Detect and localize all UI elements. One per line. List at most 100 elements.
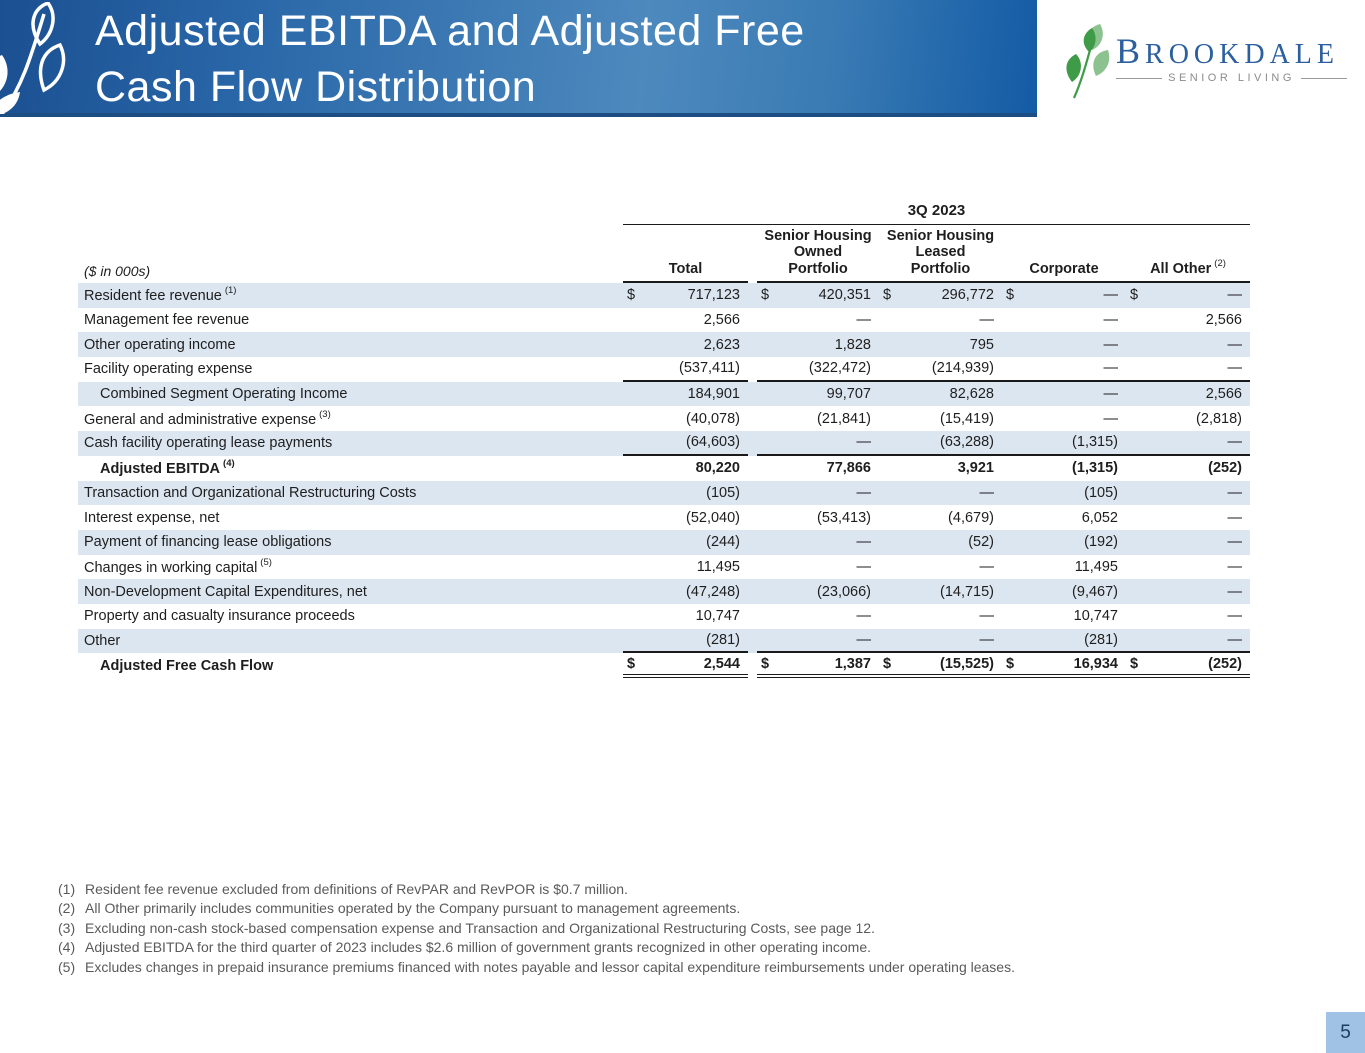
value-cell: (105) (623, 481, 748, 506)
table-row: Resident fee revenue (1) $717,123 $420,351 $… (78, 283, 1250, 308)
currency-symbol: $ (1006, 655, 1015, 672)
cell-value: 717,123 (687, 287, 740, 304)
cell-value: 795 (969, 336, 994, 353)
column-header-owned-portfolio: Senior Housing Owned Portfolio (757, 225, 879, 283)
cell-value: 80,220 (695, 460, 740, 477)
row-label: Non-Development Capital Expenditures, ne… (78, 584, 623, 600)
cell-value: (105) (706, 484, 740, 501)
value-cell: 77,866 (757, 456, 879, 481)
cell-value: 16,934 (1073, 655, 1118, 672)
value-cell: (537,411) (623, 357, 748, 382)
value-cell: (1,315) (1002, 431, 1126, 456)
value-cell: (15,419) (879, 406, 1002, 431)
footnote: (4) Adjusted EBITDA for the third quarte… (58, 938, 1218, 957)
cell-value: (64,603) (685, 434, 740, 451)
currency-symbol: $ (1130, 287, 1139, 304)
column-gap (748, 357, 757, 382)
value-cell: — (757, 530, 879, 555)
page-title-line2: Cash Flow Distribution (95, 63, 537, 111)
cell-value: (192) (1084, 534, 1118, 551)
cell-value: (40,078) (685, 410, 740, 427)
value-cell: $2,544 (623, 653, 748, 678)
value-cell: (9,467) (1002, 579, 1126, 604)
cell-value: 2,566 (1205, 386, 1242, 403)
cell-value: (52) (968, 534, 994, 551)
cell-value: (63,288) (939, 434, 994, 451)
column-gap (748, 505, 757, 530)
value-cell: $ — (1126, 283, 1250, 308)
row-label-text: Interest expense, net (84, 509, 220, 526)
value-cell: (252) (1126, 456, 1250, 481)
cell-value: 99,707 (826, 386, 871, 403)
value-cell: 10,747 (623, 604, 748, 629)
value-cell: (14,715) (879, 579, 1002, 604)
cell-value: 82,628 (949, 386, 994, 403)
cell-value: (14,715) (939, 583, 994, 600)
table-row: Transaction and Organizational Restructu… (78, 480, 1250, 506)
currency-symbol: $ (1006, 287, 1015, 304)
cell-value: — (1227, 534, 1243, 551)
footnote-text: Resident fee revenue excluded from defin… (85, 881, 628, 897)
row-label-text: Other (84, 632, 121, 649)
value-cell: 80,220 (623, 456, 748, 481)
cell-value: (537,411) (679, 360, 740, 377)
cell-value: — (1103, 410, 1119, 427)
cell-value: — (1103, 287, 1119, 304)
value-cell: — (1126, 604, 1250, 629)
cell-value: — (1227, 509, 1243, 526)
row-label: Adjusted Free Cash Flow (78, 658, 623, 674)
leaf-watermark-icon (0, 2, 66, 114)
footnote-text: Excludes changes in prepaid insurance pr… (85, 958, 1015, 975)
cell-value: 2,566 (703, 312, 740, 329)
value-cell: 1,828 (757, 332, 879, 357)
table-row: Facility operating expense (537,411) (322,… (78, 357, 1250, 382)
value-cell: — (1002, 406, 1126, 431)
value-cell: 99,707 (757, 382, 879, 407)
footnote-number: (1) (58, 881, 76, 897)
currency-symbol: $ (761, 655, 770, 672)
value-cell: — (1002, 382, 1126, 407)
row-label: Interest expense, net (78, 510, 623, 526)
value-cell: (53,413) (757, 505, 879, 530)
column-gap (748, 579, 757, 604)
cell-value: 10,747 (1073, 608, 1118, 625)
cell-value: — (856, 608, 872, 625)
footnote: (3) Excluding non-cash stock-based compe… (58, 919, 1218, 938)
table-row: General and administrative expense (3) (40… (78, 406, 1250, 431)
currency-symbol: $ (883, 655, 892, 672)
column-gap (748, 225, 757, 283)
value-cell: $ (252) (1126, 653, 1250, 678)
column-header-leased-portfolio: Senior Housing Leased Portfolio (879, 225, 1002, 283)
financial-table: 3Q 2023 ($ in 000s) Total Senior Housing… (78, 202, 1250, 678)
page-title: Adjusted EBITDA and Adjusted Free Cash F… (95, 3, 805, 115)
currency-symbol: $ (1130, 655, 1139, 672)
footnote-number: (3) (58, 919, 76, 936)
currency-symbol: $ (627, 655, 636, 672)
value-cell: — (757, 431, 879, 456)
value-cell: — (1126, 481, 1250, 506)
value-cell: (40,078) (623, 406, 748, 431)
value-cell: — (1002, 308, 1126, 333)
column-header-all-other: All Other (2) (1126, 225, 1250, 283)
cell-value: (21,841) (816, 410, 871, 427)
cell-value: (252) (1208, 460, 1242, 477)
footnote-number: (2) (58, 900, 76, 917)
row-label-text: Adjusted EBITDA (100, 461, 221, 478)
row-label-text: Transaction and Organizational Restructu… (84, 484, 417, 501)
cell-value: 11,495 (696, 558, 740, 575)
cell-value: (322,472) (808, 360, 871, 377)
cell-value: — (1103, 312, 1119, 329)
value-cell: — (879, 481, 1002, 506)
column-gap (748, 653, 757, 678)
footnote-ref: (1) (224, 285, 237, 297)
column-gap (748, 283, 757, 308)
column-header-row: ($ in 000s) Total Senior Housing Owned P… (78, 225, 1250, 283)
cell-value: — (1227, 287, 1243, 304)
value-cell: (52,040) (623, 505, 748, 530)
cell-value: 1,387 (834, 655, 871, 672)
cell-value: — (856, 631, 872, 648)
row-label: Changes in working capital (5) (78, 557, 623, 576)
column-gap (748, 555, 757, 580)
cell-value: (244) (706, 534, 740, 551)
cell-value: — (1227, 360, 1243, 377)
